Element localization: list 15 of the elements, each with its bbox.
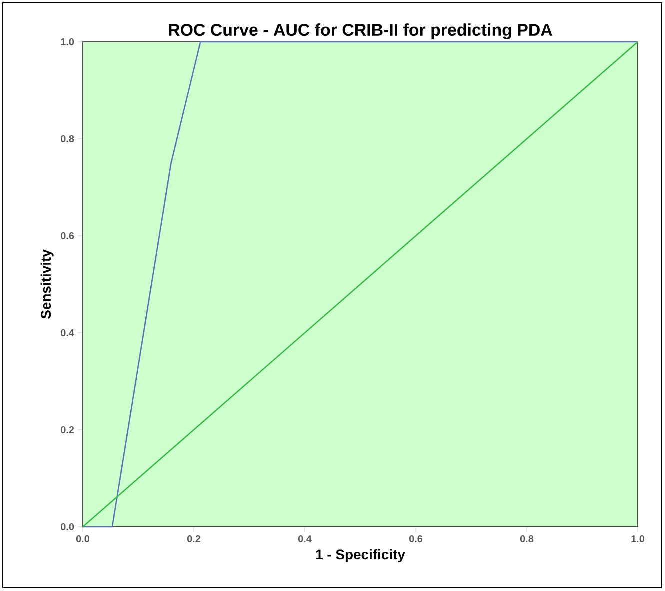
y-tick-label: 0.0 <box>61 523 74 531</box>
x-tick-label: 0.2 <box>187 536 201 543</box>
x-tick-label: 0.4 <box>298 536 312 543</box>
x-tick-label: 0.8 <box>520 536 534 543</box>
y-tick-label: 0.2 <box>61 426 74 434</box>
y-tick-label: 0.8 <box>61 135 74 143</box>
x-tick-label: 1.0 <box>632 536 645 543</box>
x-tick-label: 0.0 <box>76 536 90 543</box>
x-axis-title: 1 - Specificity <box>316 549 406 562</box>
y-tick-label: 0.6 <box>61 232 74 240</box>
y-tick-label: 0.4 <box>61 329 74 337</box>
x-tick-label: 0.6 <box>409 536 423 543</box>
y-tick-label: 1.0 <box>61 38 74 46</box>
y-axis-title: Sensitivity <box>40 250 54 319</box>
chart-title: ROC Curve - AUC for CRIB-II for predicting PDA <box>169 24 552 40</box>
